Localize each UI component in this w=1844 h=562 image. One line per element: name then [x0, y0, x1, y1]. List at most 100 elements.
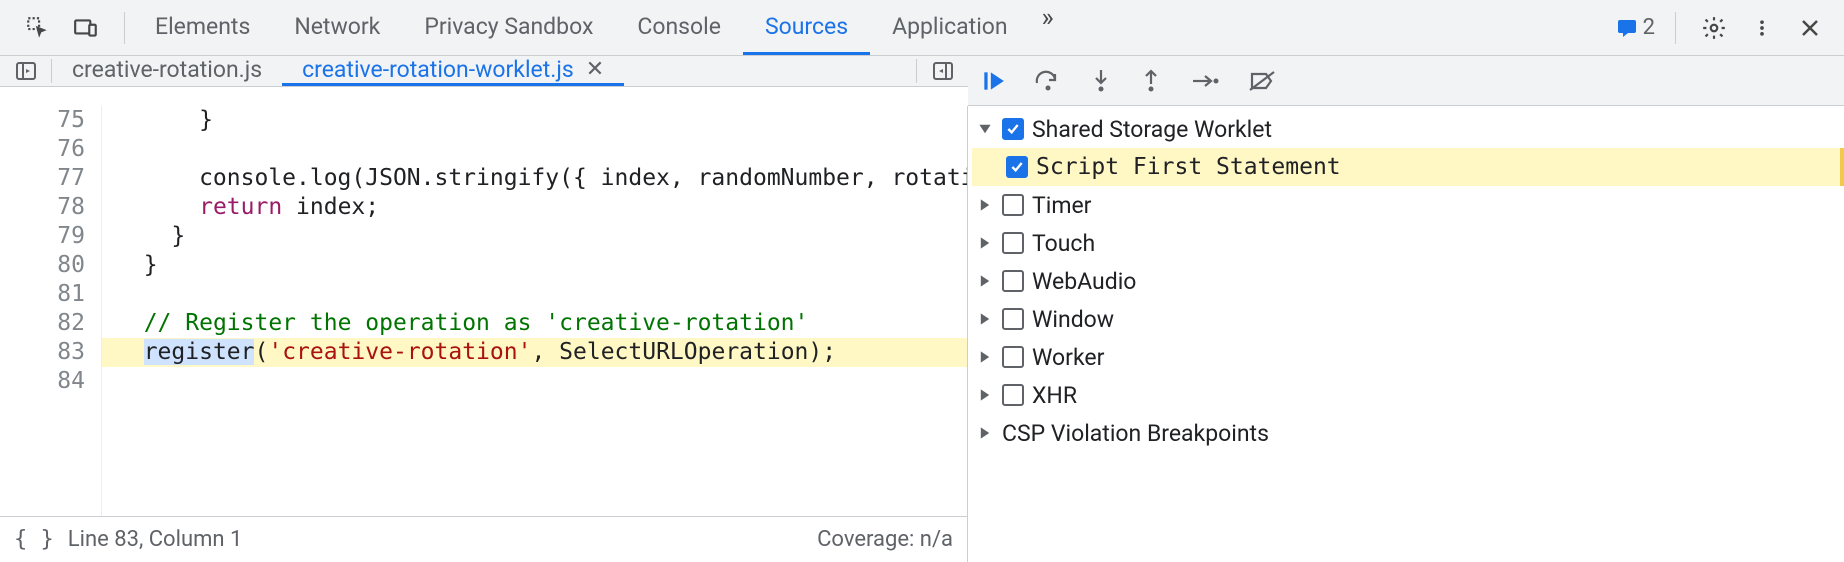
checkbox[interactable] — [1002, 384, 1024, 406]
step-out-icon[interactable] — [1140, 68, 1162, 94]
bp-label: XHR — [1032, 382, 1077, 409]
bp-category[interactable]: WebAudio — [972, 262, 1844, 300]
bp-category[interactable]: Timer — [972, 186, 1844, 224]
checkbox[interactable] — [1002, 270, 1024, 292]
file-tab-label: creative-rotation.js — [72, 56, 262, 83]
line-number: 81 — [0, 280, 85, 309]
bp-label: WebAudio — [1032, 268, 1136, 295]
line-number: 79 — [0, 222, 85, 251]
deactivate-breakpoints-icon[interactable] — [1248, 69, 1278, 93]
pretty-print-icon[interactable]: { } — [14, 527, 54, 552]
checkbox[interactable] — [1002, 232, 1024, 254]
divider — [1675, 12, 1676, 44]
divider — [124, 12, 125, 44]
tab-elements[interactable]: Elements — [133, 0, 272, 55]
resume-icon[interactable] — [980, 68, 1006, 94]
checkbox[interactable] — [1002, 194, 1024, 216]
close-icon[interactable] — [1792, 10, 1828, 46]
bp-label: Timer — [1032, 192, 1091, 219]
line-number: 76 — [0, 135, 85, 164]
navigator-toggle-icon[interactable] — [0, 59, 52, 83]
bp-label: Window — [1032, 306, 1114, 333]
code-editor[interactable]: 75767778798081828384 } console.log(JSON.… — [0, 106, 967, 516]
line-number: 78 — [0, 193, 85, 222]
top-left-icons — [8, 10, 116, 46]
checkbox[interactable] — [1006, 156, 1028, 178]
tab-privacy-sandbox[interactable]: Privacy Sandbox — [402, 0, 615, 55]
code-line[interactable]: } — [116, 222, 967, 251]
line-number: 84 — [0, 367, 85, 396]
debug-toolbar — [968, 56, 1844, 106]
expand-arrow-right-icon — [976, 196, 994, 214]
bp-label: Shared Storage Worklet — [1032, 116, 1272, 143]
line-number: 83 — [0, 338, 85, 367]
file-tabs: creative-rotation.js creative-rotation-w… — [52, 56, 916, 86]
messages-button[interactable]: 2 — [1615, 15, 1655, 40]
line-number: 77 — [0, 164, 85, 193]
settings-gear-icon[interactable] — [1696, 10, 1732, 46]
bp-label: Worker — [1032, 344, 1104, 371]
bp-label: Script First Statement — [1036, 154, 1341, 180]
step-icon[interactable] — [1190, 71, 1220, 91]
bp-category[interactable]: Touch — [972, 224, 1844, 262]
coverage-status: Coverage: n/a — [817, 527, 953, 552]
expand-arrow-down-icon — [976, 120, 994, 138]
bp-category[interactable]: Window — [972, 300, 1844, 338]
step-into-icon[interactable] — [1090, 68, 1112, 94]
code-line[interactable]: return index; — [116, 193, 967, 222]
more-tabs-icon[interactable]: » — [1030, 0, 1066, 36]
checkbox[interactable] — [1002, 346, 1024, 368]
debugger-side-pane: Shared Storage Worklet Script First Stat… — [968, 106, 1844, 562]
code-line[interactable] — [116, 367, 967, 396]
code-line[interactable]: } — [116, 251, 967, 280]
inspect-icon[interactable] — [20, 10, 56, 46]
line-number: 75 — [0, 106, 85, 135]
tab-console[interactable]: Console — [615, 0, 743, 55]
expand-arrow-right-icon — [976, 234, 994, 252]
code-content[interactable]: } console.log(JSON.stringify({ index, ra… — [102, 106, 967, 516]
tab-application[interactable]: Application — [870, 0, 1030, 55]
debugger-toggle-icon[interactable] — [916, 59, 968, 83]
tab-network[interactable]: Network — [272, 0, 402, 55]
checkbox[interactable] — [1002, 308, 1024, 330]
event-listener-breakpoints: Shared Storage Worklet Script First Stat… — [968, 106, 1844, 456]
line-number-gutter: 75767778798081828384 — [0, 106, 102, 516]
bp-category[interactable]: Worker — [972, 338, 1844, 376]
expand-arrow-right-icon — [976, 348, 994, 366]
file-tab-label: creative-rotation-worklet.js — [302, 56, 574, 83]
checkbox[interactable] — [1002, 118, 1024, 140]
file-tab-1[interactable]: creative-rotation-worklet.js ✕ — [282, 56, 624, 86]
messages-count: 2 — [1643, 15, 1655, 40]
bp-label: Touch — [1032, 230, 1095, 257]
file-tab-0[interactable]: creative-rotation.js — [52, 56, 282, 86]
editor-status-bar: { } Line 83, Column 1 Coverage: n/a — [0, 516, 967, 562]
expand-arrow-right-icon — [976, 310, 994, 328]
line-number: 80 — [0, 251, 85, 280]
code-line[interactable]: } — [116, 106, 967, 135]
tab-sources[interactable]: Sources — [743, 0, 870, 55]
code-line[interactable]: // Register the operation as 'creative-r… — [116, 309, 967, 338]
line-number: 82 — [0, 309, 85, 338]
bp-csp-violation[interactable]: CSP Violation Breakpoints — [972, 414, 1844, 452]
top-right-controls: 2 — [1607, 10, 1836, 46]
code-line[interactable]: console.log(JSON.stringify({ index, rand… — [116, 164, 967, 193]
devtools-top-bar: Elements Network Privacy Sandbox Console… — [0, 0, 1844, 56]
bp-label: CSP Violation Breakpoints — [1002, 420, 1269, 447]
expand-arrow-right-icon — [976, 386, 994, 404]
bp-category[interactable]: XHR — [972, 376, 1844, 414]
file-tabstrip: creative-rotation.js creative-rotation-w… — [0, 56, 968, 87]
device-toolbar-icon[interactable] — [68, 10, 104, 46]
main-area: 75767778798081828384 } console.log(JSON.… — [0, 106, 1844, 562]
close-tab-icon[interactable]: ✕ — [586, 57, 604, 82]
main-tabs: Elements Network Privacy Sandbox Console… — [133, 0, 1607, 55]
code-line[interactable] — [116, 135, 967, 164]
cursor-position: Line 83, Column 1 — [68, 527, 243, 552]
bp-script-first-statement[interactable]: Script First Statement — [972, 148, 1844, 186]
editor-pane: 75767778798081828384 } console.log(JSON.… — [0, 106, 968, 562]
bp-shared-storage-worklet[interactable]: Shared Storage Worklet — [972, 110, 1844, 148]
kebab-menu-icon[interactable] — [1744, 10, 1780, 46]
step-over-icon[interactable] — [1034, 69, 1062, 93]
expand-arrow-right-icon — [976, 424, 994, 442]
expand-arrow-right-icon — [976, 272, 994, 290]
code-line[interactable] — [116, 280, 967, 309]
